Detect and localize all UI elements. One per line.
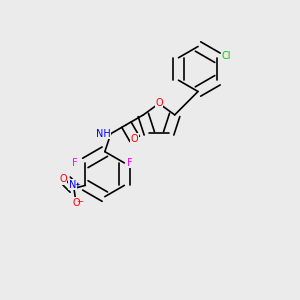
Text: O: O <box>73 198 80 208</box>
Text: O: O <box>59 174 67 184</box>
Text: O: O <box>155 98 163 109</box>
Text: −: − <box>76 197 83 206</box>
Text: F: F <box>72 158 78 168</box>
Text: NH: NH <box>96 129 111 139</box>
Text: O: O <box>131 134 139 144</box>
Text: +: + <box>75 182 80 188</box>
Text: F: F <box>127 158 133 168</box>
Text: Cl: Cl <box>221 51 231 61</box>
Text: N: N <box>69 180 76 190</box>
